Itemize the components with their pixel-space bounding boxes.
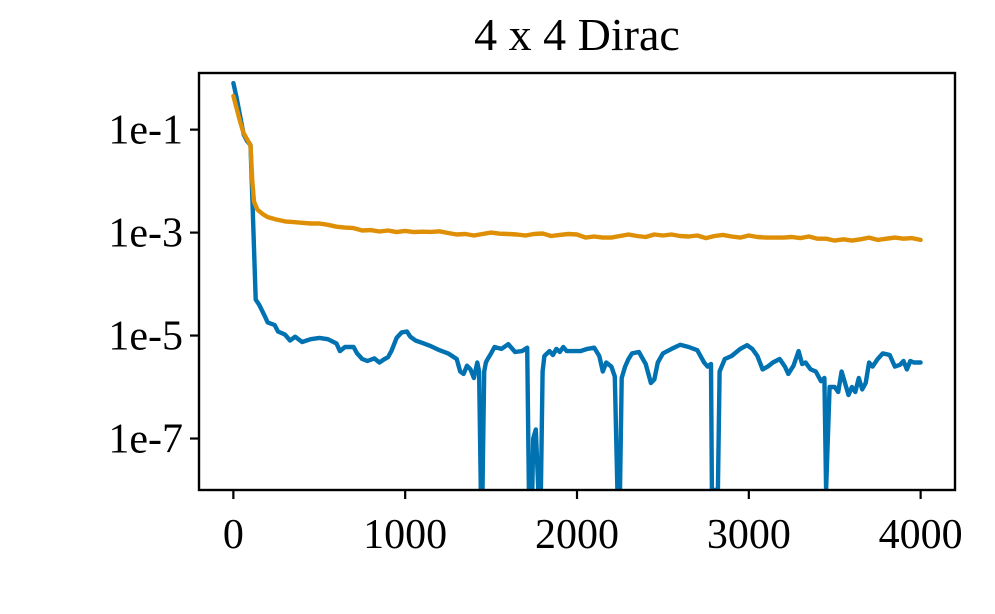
y-axis: 1e-1 1e-3 1e-5 1e-7	[108, 108, 199, 463]
series-line-2	[231, 93, 923, 243]
y-tick-label: 1e-3	[108, 211, 183, 257]
x-tick-label: 2000	[535, 512, 619, 558]
chart-title: 4 x 4 Dirac	[474, 9, 680, 60]
series-line-1	[231, 80, 923, 490]
x-tick-label: 0	[223, 512, 244, 558]
y-tick-label: 1e-7	[108, 417, 183, 463]
axes-frame	[197, 71, 957, 492]
x-axis: 0 1000 2000 3000 4000	[223, 490, 963, 558]
y-tick-label: 1e-5	[108, 314, 183, 360]
x-tick-label: 3000	[707, 512, 791, 558]
plot-area	[231, 80, 923, 490]
x-tick-label: 4000	[879, 512, 963, 558]
x-tick-label: 1000	[363, 512, 447, 558]
y-tick-label: 1e-1	[108, 108, 183, 154]
